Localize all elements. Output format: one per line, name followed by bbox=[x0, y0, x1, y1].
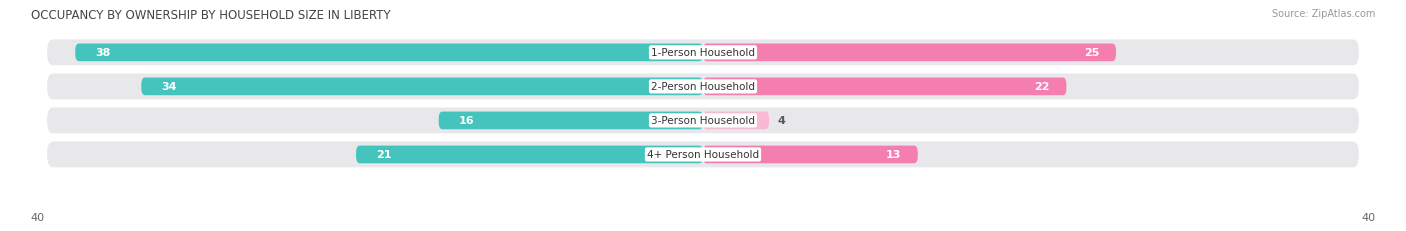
FancyBboxPatch shape bbox=[48, 40, 1358, 66]
Text: 40: 40 bbox=[1361, 212, 1375, 222]
FancyBboxPatch shape bbox=[703, 78, 1066, 96]
Text: 38: 38 bbox=[96, 48, 111, 58]
FancyBboxPatch shape bbox=[48, 142, 1358, 168]
Text: 4: 4 bbox=[778, 116, 785, 126]
FancyBboxPatch shape bbox=[48, 74, 1358, 100]
FancyBboxPatch shape bbox=[356, 146, 703, 164]
FancyBboxPatch shape bbox=[439, 112, 703, 130]
FancyBboxPatch shape bbox=[48, 108, 1358, 134]
Text: 25: 25 bbox=[1084, 48, 1099, 58]
Text: 13: 13 bbox=[886, 150, 901, 160]
Text: 2-Person Household: 2-Person Household bbox=[651, 82, 755, 92]
Text: 22: 22 bbox=[1035, 82, 1050, 92]
FancyBboxPatch shape bbox=[141, 78, 703, 96]
Text: 16: 16 bbox=[458, 116, 474, 126]
FancyBboxPatch shape bbox=[703, 112, 769, 130]
Text: 4+ Person Household: 4+ Person Household bbox=[647, 150, 759, 160]
FancyBboxPatch shape bbox=[703, 44, 1116, 62]
Text: 34: 34 bbox=[162, 82, 177, 92]
FancyBboxPatch shape bbox=[75, 44, 703, 62]
Text: OCCUPANCY BY OWNERSHIP BY HOUSEHOLD SIZE IN LIBERTY: OCCUPANCY BY OWNERSHIP BY HOUSEHOLD SIZE… bbox=[31, 9, 391, 22]
Text: 40: 40 bbox=[31, 212, 45, 222]
Text: 21: 21 bbox=[375, 150, 391, 160]
Text: 1-Person Household: 1-Person Household bbox=[651, 48, 755, 58]
Text: Source: ZipAtlas.com: Source: ZipAtlas.com bbox=[1271, 9, 1375, 19]
FancyBboxPatch shape bbox=[703, 146, 918, 164]
Text: 3-Person Household: 3-Person Household bbox=[651, 116, 755, 126]
